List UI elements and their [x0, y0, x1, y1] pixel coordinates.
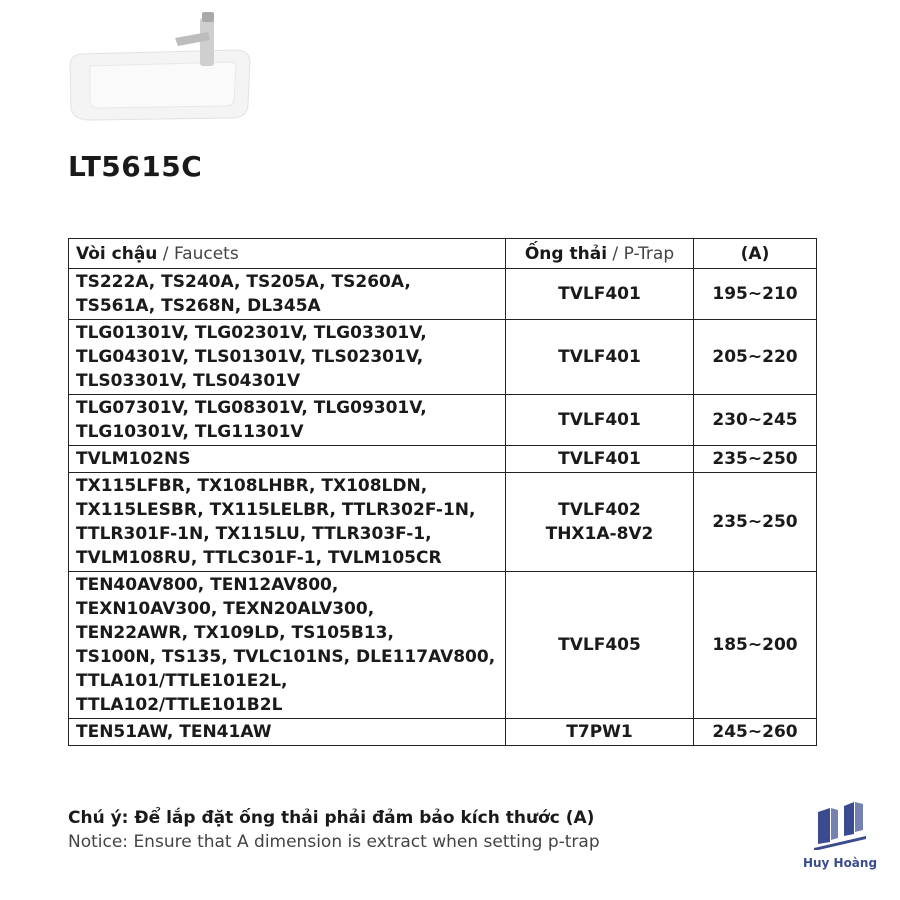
table-row: TX115LFBR, TX108LHBR, TX108LDN, TX115LESB…: [68, 472, 817, 572]
notice-en: Notice: Ensure that A dimension is extra…: [68, 832, 600, 852]
table-row: TEN51AW, TEN41AW T7PW1 245~260: [68, 718, 817, 746]
sink-product-image: [69, 12, 251, 121]
a-dimension-cell-line: 185~200: [712, 635, 798, 655]
a-dimension-cell-line: 205~220: [712, 347, 798, 367]
a-dimension-cell: 230~245: [693, 394, 817, 446]
table-row: TEN40AV800, TEN12AV800, TEXN10AV300, TEXN…: [68, 571, 817, 719]
faucets-cell-line: TS100N, TS135, TVLC101NS, DLE117AV800,: [76, 647, 496, 667]
buildings-logo-icon: [814, 802, 866, 851]
faucets-cell-line: TVLM108RU, TTLC301F-1, TVLM105CR: [76, 548, 442, 568]
ptrap-cell-line: TVLF401: [558, 347, 641, 367]
faucets-cell-line: TLS03301V, TLS04301V: [76, 371, 301, 391]
notice: Chú ý: Để lắp đặt ống thải phải đảm bảo …: [68, 806, 600, 854]
a-dimension-cell-line: 245~260: [712, 722, 798, 742]
ptrap-cell-line: TVLF405: [558, 635, 641, 655]
a-dimension-cell: 205~220: [693, 319, 817, 395]
huy-hoang-logo: Huy Hoàng: [800, 798, 880, 873]
faucets-cell-line: TTLA101/TTLE101E2L,: [76, 671, 288, 691]
faucets-cell: TLG01301V, TLG02301V, TLG03301V, TLG04301…: [68, 319, 506, 395]
a-dimension-cell-line: 195~210: [712, 284, 798, 304]
ptrap-header: Ống thải / P-Trap: [505, 238, 694, 269]
ptrap-cell: TVLF401: [505, 445, 694, 473]
faucets-cell-line: TEN51AW, TEN41AW: [76, 722, 272, 742]
a-dimension-cell: 195~210: [693, 268, 817, 320]
a-dimension-cell-line: 235~250: [712, 449, 798, 469]
table-header-row: Vòi chậu / Faucets Ống thải / P-Trap (A): [68, 238, 817, 269]
table-row: TVLM102NS TVLF401 235~250: [68, 445, 817, 473]
ptrap-cell-line: TVLF402: [558, 500, 641, 520]
ptrap-cell: TVLF405: [505, 571, 694, 719]
faucets-cell-line: TEXN10AV300, TEXN20ALV300,: [76, 599, 375, 619]
a-dimension-cell: 185~200: [693, 571, 817, 719]
ptrap-cell: TVLF401: [505, 394, 694, 446]
faucets-cell-line: TLG01301V, TLG02301V, TLG03301V,: [76, 323, 427, 343]
table-row: TS222A, TS240A, TS205A, TS260A, TS561A, T…: [68, 268, 817, 320]
ptrap-cell: TVLF402 THX1A-8V2: [505, 472, 694, 572]
faucets-header: Vòi chậu / Faucets: [68, 238, 506, 269]
a-dimension-cell: 235~250: [693, 445, 817, 473]
notice-vi: Chú ý: Để lắp đặt ống thải phải đảm bảo …: [68, 808, 595, 828]
product-model-title: LT5615C: [68, 150, 203, 183]
ptrap-cell-line: TVLF401: [558, 410, 641, 430]
a-dimension-cell: 245~260: [693, 718, 817, 746]
ptrap-cell: TVLF401: [505, 319, 694, 395]
faucets-cell-line: TEN40AV800, TEN12AV800,: [76, 575, 339, 595]
faucets-cell-line: TS561A, TS268N, DL345A: [76, 296, 321, 316]
table-row: TLG07301V, TLG08301V, TLG09301V, TLG10301…: [68, 394, 817, 446]
ptrap-cell-line: TVLF401: [558, 449, 641, 469]
faucets-cell-line: TLG10301V, TLG11301V: [76, 422, 304, 442]
table-row: TLG01301V, TLG02301V, TLG03301V, TLG04301…: [68, 319, 817, 395]
faucets-cell-line: TTLR301F-1N, TX115LU, TTLR303F-1,: [76, 524, 432, 544]
faucets-cell: TEN51AW, TEN41AW: [68, 718, 506, 746]
faucets-cell-line: TLG04301V, TLS01301V, TLS02301V,: [76, 347, 424, 367]
a-dimension-cell-line: 235~250: [712, 512, 798, 532]
ptrap-cell-line: T7PW1: [566, 722, 633, 742]
faucets-cell-line: TLG07301V, TLG08301V, TLG09301V,: [76, 398, 427, 418]
faucets-cell: TX115LFBR, TX108LHBR, TX108LDN, TX115LESB…: [68, 472, 506, 572]
faucets-cell-line: TX115LFBR, TX108LHBR, TX108LDN,: [76, 476, 428, 496]
faucets-cell: TEN40AV800, TEN12AV800, TEXN10AV300, TEXN…: [68, 571, 506, 719]
a-dimension-cell-line: 230~245: [712, 410, 798, 430]
faucets-cell-line: TX115LESBR, TX115LELBR, TTLR302F-1N,: [76, 500, 476, 520]
ptrap-cell: T7PW1: [505, 718, 694, 746]
a-dimension-cell: 235~250: [693, 472, 817, 572]
faucets-cell-line: TEN22AWR, TX109LD, TS105B13,: [76, 623, 394, 643]
faucets-cell-line: TS222A, TS240A, TS205A, TS260A,: [76, 272, 411, 292]
faucets-cell: TS222A, TS240A, TS205A, TS260A, TS561A, T…: [68, 268, 506, 320]
faucets-cell: TLG07301V, TLG08301V, TLG09301V, TLG10301…: [68, 394, 506, 446]
ptrap-cell-line: THX1A-8V2: [545, 524, 654, 544]
a-dimension-header: (A): [693, 238, 817, 269]
compatibility-table: Vòi chậu / Faucets Ống thải / P-Trap (A)…: [68, 238, 817, 746]
ptrap-cell: TVLF401: [505, 268, 694, 320]
faucets-cell-line: TVLM102NS: [76, 449, 191, 469]
faucets-cell: TVLM102NS: [68, 445, 506, 473]
ptrap-cell-line: TVLF401: [558, 284, 641, 304]
faucets-cell-line: TTLA102/TTLE101B2L: [76, 695, 283, 715]
